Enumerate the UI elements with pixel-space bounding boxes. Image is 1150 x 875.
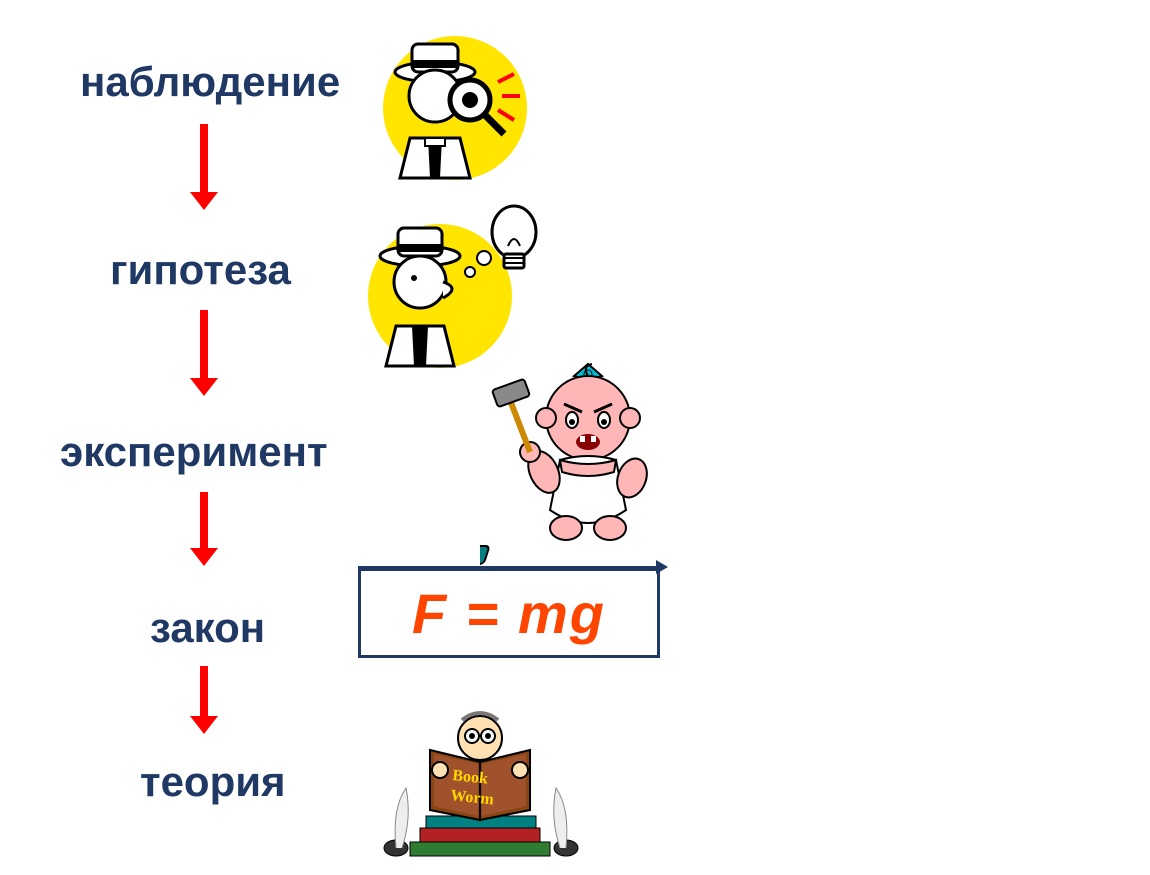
step-observation: наблюдение — [80, 58, 340, 106]
arrow-2 — [200, 310, 208, 382]
arrow-3 — [200, 492, 208, 552]
step-theory: теория — [140, 758, 286, 806]
step-law: закон — [150, 604, 265, 652]
step-hypothesis: гипотеза — [110, 246, 291, 294]
experiment-icon — [480, 360, 710, 575]
arrow-4 — [200, 666, 208, 720]
arrow-1 — [200, 124, 208, 196]
formula-top-arrow — [358, 566, 658, 569]
formula-text: F = mg — [412, 581, 606, 646]
step-experiment: эксперимент — [60, 428, 328, 476]
hypothesis-icon — [360, 198, 560, 383]
formula-box: F = mg — [358, 568, 660, 658]
observation-icon — [370, 28, 540, 203]
theory-icon: Book Worm — [370, 700, 590, 875]
